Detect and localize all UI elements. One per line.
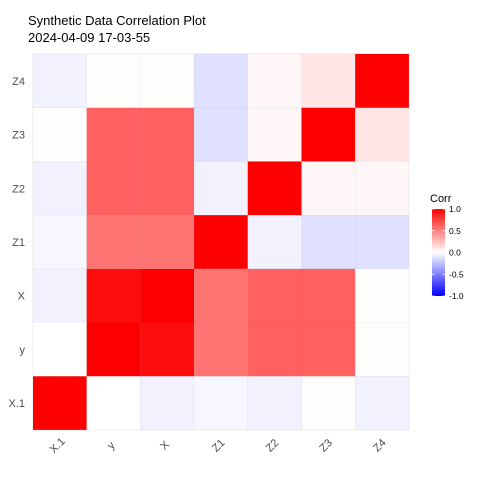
y-tick-label: Z3 bbox=[12, 130, 25, 142]
x-tick-label: Z1 bbox=[210, 437, 228, 455]
heatmap-cell bbox=[86, 214, 141, 270]
heatmap-cell bbox=[140, 107, 195, 162]
heatmap-cell bbox=[32, 107, 87, 162]
heatmap-cell bbox=[32, 322, 87, 377]
heatmap-cell bbox=[32, 376, 87, 431]
heatmap-cell bbox=[301, 214, 356, 270]
heatmap-cell bbox=[140, 53, 195, 108]
heatmap-cell bbox=[301, 53, 356, 108]
heatmap-cell bbox=[86, 161, 141, 216]
legend-tick-label: 0.0 bbox=[449, 248, 461, 258]
heatmap-cell bbox=[247, 322, 302, 377]
heatmap-cell bbox=[140, 161, 195, 216]
heatmap-cell bbox=[86, 268, 141, 323]
heatmap-cell bbox=[86, 53, 141, 108]
legend-tick-label: 0.5 bbox=[449, 226, 461, 236]
chart-title: Synthetic Data Correlation Plot bbox=[28, 13, 206, 28]
heatmap-cell bbox=[301, 268, 356, 323]
x-tick-label: Z2 bbox=[264, 437, 282, 455]
heatmap-cell bbox=[355, 322, 410, 377]
legend-tick-label: -0.5 bbox=[449, 269, 464, 279]
x-tick-label: X bbox=[158, 438, 172, 452]
y-tick-label: Z1 bbox=[12, 237, 25, 249]
heatmap-cell bbox=[193, 376, 249, 431]
y-tick-label: Z2 bbox=[12, 183, 25, 195]
heatmap-cells bbox=[32, 53, 410, 431]
heatmap-cell bbox=[247, 214, 302, 270]
heatmap-cell bbox=[247, 107, 302, 162]
x-tick-label: y bbox=[105, 439, 118, 452]
heatmap-cell bbox=[193, 322, 249, 377]
heatmap-cell bbox=[32, 268, 87, 323]
chart-subtitle: 2024-04-09 17-03-55 bbox=[28, 30, 151, 45]
heatmap-cell bbox=[32, 53, 87, 108]
x-tick-label: X.1 bbox=[48, 436, 68, 456]
heatmap-cell bbox=[140, 322, 195, 377]
x-tick-label: Z4 bbox=[371, 437, 389, 455]
heatmap-cell bbox=[355, 53, 410, 108]
heatmap-cell bbox=[355, 376, 410, 431]
heatmap-cell bbox=[32, 161, 87, 216]
heatmap-cell bbox=[247, 161, 302, 216]
heatmap-cell bbox=[355, 107, 410, 162]
y-tick-label: Z4 bbox=[12, 76, 25, 88]
y-tick-label: X.1 bbox=[8, 398, 25, 410]
heatmap-cell bbox=[140, 376, 195, 431]
heatmap-cell bbox=[32, 214, 87, 270]
heatmap-cell bbox=[247, 376, 302, 431]
heatmap-cell bbox=[193, 53, 249, 108]
heatmap-cell bbox=[301, 376, 356, 431]
legend-colorbar bbox=[432, 209, 445, 296]
x-tick-label: Z3 bbox=[317, 437, 335, 455]
heatmap-cell bbox=[140, 214, 195, 270]
heatmap-cell bbox=[301, 161, 356, 216]
heatmap-cell bbox=[86, 376, 141, 431]
legend-tick-label: -1.0 bbox=[449, 291, 464, 301]
heatmap-cell bbox=[355, 161, 410, 216]
heatmap-cell bbox=[86, 107, 141, 162]
y-tick-label: X bbox=[18, 291, 26, 303]
heatmap-cell bbox=[193, 214, 249, 270]
heatmap-cell bbox=[355, 268, 410, 323]
heatmap-cell bbox=[193, 161, 249, 216]
y-tick-label: y bbox=[20, 344, 26, 356]
legend-tick-label: 1.0 bbox=[449, 204, 461, 214]
heatmap-cell bbox=[140, 268, 195, 323]
heatmap-cell bbox=[301, 322, 356, 377]
heatmap-cell bbox=[193, 268, 249, 323]
heatmap-cell bbox=[355, 214, 410, 270]
heatmap-cell bbox=[86, 322, 141, 377]
heatmap-cell bbox=[193, 107, 249, 162]
heatmap-cell bbox=[247, 268, 302, 323]
legend-title: Corr bbox=[430, 193, 452, 205]
heatmap-cell bbox=[301, 107, 356, 162]
heatmap-cell bbox=[247, 53, 302, 108]
